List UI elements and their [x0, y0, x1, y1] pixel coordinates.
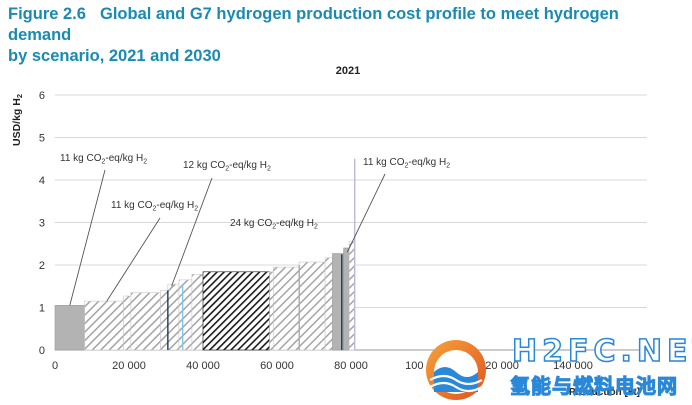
annotation-label: 11 kg CO2-eq/kg H2: [363, 157, 450, 170]
cost-step-bar: [178, 279, 193, 351]
annotation-label: 12 kg CO2-eq/kg H2: [183, 160, 271, 173]
annotation-label: 24 kg CO2-eq/kg H2: [230, 218, 318, 231]
annotation-leader: [171, 177, 213, 287]
annotation-label: 11 kg CO2-eq/kg H2: [111, 200, 198, 213]
cost-step-bar: [130, 292, 161, 351]
watermark-logo: [426, 340, 486, 400]
annotations: 11 kg CO2-eq/kg H2 11 kg CO2-eq/kg H2 12 k…: [60, 153, 450, 231]
figure-title: Figure 2.6 Global and G7 hydrogen product…: [8, 4, 684, 67]
figure-number: Figure 2.6: [8, 5, 86, 23]
y-tick-label: 0: [39, 345, 45, 357]
x-tick-label: 40 000: [186, 360, 220, 372]
x-axis-label: Production [kt]: [569, 387, 640, 398]
y-tick-label: 5: [39, 133, 45, 145]
cost-step-bar: [298, 261, 326, 351]
y-tick-label: 1: [39, 303, 45, 315]
x-tick-label: 60 000: [260, 360, 294, 372]
annotation-leaders: [69, 169, 386, 306]
plot-area: 2021 0 1 2 3 4 5 6 0 20 000 40 000 60 000 80 000 1 0…: [11, 65, 647, 398]
annotation-leader: [69, 169, 106, 306]
y-tick-label: 6: [39, 90, 45, 102]
cost-step-bar: [343, 247, 350, 351]
y-tick-label: 3: [39, 218, 45, 230]
cost-step-bar: [272, 266, 300, 351]
cost-steps: [54, 241, 355, 351]
cost-step-bar: [202, 271, 270, 351]
cost-step-bar: [123, 295, 132, 351]
cost-step-bar: [84, 300, 124, 351]
x-tick-label: 120 000: [479, 360, 519, 372]
cost-step-bar: [160, 290, 169, 351]
cost-step-bar: [348, 241, 355, 351]
cost-step-bar: [54, 305, 85, 351]
x-tick-label: 0: [52, 360, 58, 372]
annotation-leader: [346, 173, 386, 253]
cost-step-bar: [167, 283, 180, 351]
watermark: H2FC.NET 氢能与燃料电池网: [418, 330, 692, 402]
chart-title: 2021: [336, 65, 360, 77]
cost-step-bar: [191, 274, 204, 351]
figure-title-line1: Global and G7 hydrogen production cost p…: [8, 5, 619, 44]
y-tick-labels: 0 1 2 3 4 5 6: [39, 90, 45, 357]
watermark-latin: H2FC.NET: [511, 333, 692, 370]
x-tick-label: 80 000: [334, 360, 368, 372]
x-tick-label: 140 000: [553, 360, 593, 372]
y-axis-label: USD/kg H2: [11, 94, 24, 146]
annotation-leader: [106, 217, 161, 302]
cost-step-bar: [324, 257, 333, 351]
annotation-label: 11 kg CO2-eq/kg H2: [60, 153, 147, 166]
y-tick-label: 4: [39, 175, 45, 187]
watermark-cjk: 氢能与燃料电池网: [510, 374, 678, 399]
y-tick-label: 2: [39, 260, 45, 272]
figure-title-line2: by scenario, 2021 and 2030: [8, 47, 221, 65]
x-tick-label: 20 000: [112, 360, 146, 372]
marker-lines: [167, 158, 356, 350]
cost-step-bar: [269, 271, 274, 351]
